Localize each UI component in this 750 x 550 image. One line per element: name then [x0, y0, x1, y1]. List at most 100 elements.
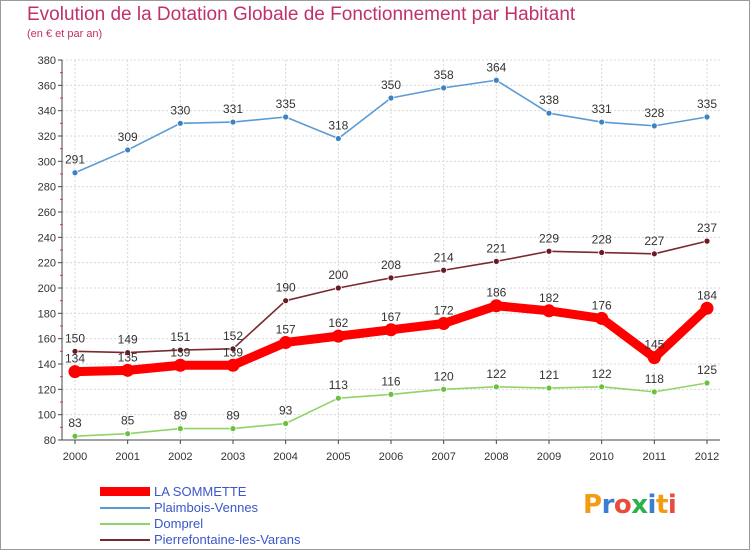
logo-letter: o [613, 490, 632, 520]
x-tick-label: 2003 [221, 451, 245, 463]
x-tick-label: 2010 [589, 451, 613, 463]
data-point-domprel [229, 425, 237, 433]
data-point-la-sommette [68, 365, 82, 379]
data-label-plaimbois-vennes: 330 [170, 103, 190, 117]
data-label-pierrefontaine-les-varans: 152 [223, 329, 243, 343]
data-label-pierrefontaine-les-varans: 227 [644, 234, 664, 248]
data-point-la-sommette [331, 329, 345, 343]
data-point-domprel [650, 388, 658, 396]
data-label-la-sommette: 186 [486, 286, 506, 300]
y-tick-label: 180 [38, 308, 56, 320]
data-label-la-sommette: 172 [434, 303, 454, 317]
x-tick-label: 2007 [431, 451, 455, 463]
data-point-pierrefontaine-les-varans [124, 349, 132, 357]
chart-title: Evolution de la Dotation Globale de Fonc… [27, 4, 576, 25]
proxiti-logo: Proxiti [583, 490, 677, 520]
data-point-domprel [334, 394, 342, 402]
data-label-domprel: 113 [329, 378, 348, 392]
data-point-plaimbois-vennes [282, 113, 290, 121]
data-point-plaimbois-vennes [334, 135, 342, 142]
data-label-la-sommette: 134 [65, 352, 85, 366]
x-tick-label: 2012 [695, 451, 719, 463]
data-label-plaimbois-vennes: 335 [276, 97, 296, 111]
data-point-la-sommette [121, 363, 135, 377]
data-label-la-sommette: 145 [644, 338, 664, 352]
data-label-domprel: 93 [279, 404, 293, 418]
data-point-la-sommette [489, 299, 503, 313]
x-tick-label: 2009 [537, 451, 561, 463]
data-point-pierrefontaine-les-varans [387, 274, 395, 282]
data-point-pierrefontaine-les-varans [176, 346, 184, 354]
data-label-pierrefontaine-les-varans: 150 [65, 331, 85, 345]
data-point-pierrefontaine-les-varans [440, 266, 448, 274]
data-label-domprel: 85 [121, 414, 135, 428]
y-tick-label: 120 [38, 384, 56, 396]
y-tick-label: 240 [38, 232, 56, 244]
x-tick-label: 2001 [115, 451, 139, 463]
data-point-plaimbois-vennes [124, 146, 132, 154]
logo-letter: i [647, 490, 657, 520]
data-point-pierrefontaine-les-varans [703, 237, 711, 245]
data-point-la-sommette [279, 335, 293, 349]
data-label-pierrefontaine-les-varans: 149 [118, 333, 138, 347]
data-label-pierrefontaine-les-varans: 229 [539, 231, 559, 245]
data-point-plaimbois-vennes [71, 169, 79, 177]
data-point-la-sommette [542, 304, 556, 318]
y-tick-label: 340 [38, 106, 56, 118]
x-tick-label: 2006 [379, 451, 403, 463]
data-label-plaimbois-vennes: 331 [223, 102, 243, 116]
logo-letter: i [667, 490, 677, 520]
y-tick-label: 380 [38, 55, 56, 67]
data-point-domprel [387, 390, 395, 398]
data-point-domprel [598, 383, 606, 391]
data-point-domprel [71, 432, 79, 440]
data-label-plaimbois-vennes: 358 [434, 68, 454, 82]
data-label-domprel: 116 [381, 374, 400, 388]
data-point-domprel [440, 385, 448, 393]
data-label-domprel: 125 [697, 363, 717, 377]
y-tick-label: 260 [38, 207, 56, 219]
data-point-pierrefontaine-les-varans [229, 345, 237, 353]
legend-label-domprel: Domprel [154, 516, 204, 531]
y-tick-label: 200 [38, 283, 56, 295]
data-label-plaimbois-vennes: 291 [65, 153, 85, 167]
data-point-pierrefontaine-les-varans [545, 247, 553, 255]
data-label-la-sommette: 162 [328, 316, 348, 330]
legend-swatch-domprel [100, 523, 150, 525]
data-point-pierrefontaine-les-varans [650, 250, 658, 258]
data-point-la-sommette [647, 351, 661, 365]
data-point-plaimbois-vennes [387, 94, 395, 102]
data-point-domprel [492, 383, 500, 391]
series-line-plaimbois-vennes [74, 79, 708, 174]
legend-swatch-plaimbois-vennes [100, 507, 150, 509]
chart-subtitle: (en € et par an) [27, 28, 103, 40]
data-point-plaimbois-vennes [176, 119, 184, 127]
data-point-plaimbois-vennes [598, 118, 606, 126]
y-tick-label: 300 [38, 156, 56, 168]
data-label-plaimbois-vennes: 338 [539, 93, 559, 107]
data-point-la-sommette [595, 311, 609, 325]
data-label-domprel: 118 [645, 372, 664, 386]
y-tick-label: 160 [38, 334, 56, 346]
legend-label-pierrefontaine: Pierrefontaine-les-Varans [154, 532, 301, 547]
data-label-plaimbois-vennes: 318 [328, 119, 348, 133]
data-label-plaimbois-vennes: 350 [381, 78, 401, 92]
y-tick-label: 80 [44, 435, 56, 447]
data-label-plaimbois-vennes: 309 [118, 130, 138, 144]
data-label-domprel: 83 [68, 416, 82, 430]
data-point-la-sommette [173, 358, 187, 372]
data-point-plaimbois-vennes [440, 84, 448, 92]
data-point-domprel [124, 430, 132, 438]
x-tick-label: 2008 [484, 451, 508, 463]
data-label-pierrefontaine-les-varans: 200 [328, 268, 348, 282]
data-point-plaimbois-vennes [650, 122, 658, 130]
y-tick-label: 320 [38, 131, 56, 143]
y-tick-label: 100 [38, 410, 56, 422]
data-label-la-sommette: 139 [170, 345, 190, 359]
data-point-domprel [176, 425, 184, 433]
data-point-la-sommette [437, 316, 451, 330]
x-tick-label: 2011 [643, 451, 667, 463]
data-label-la-sommette: 135 [118, 350, 138, 364]
x-tick-label: 2002 [168, 451, 192, 463]
